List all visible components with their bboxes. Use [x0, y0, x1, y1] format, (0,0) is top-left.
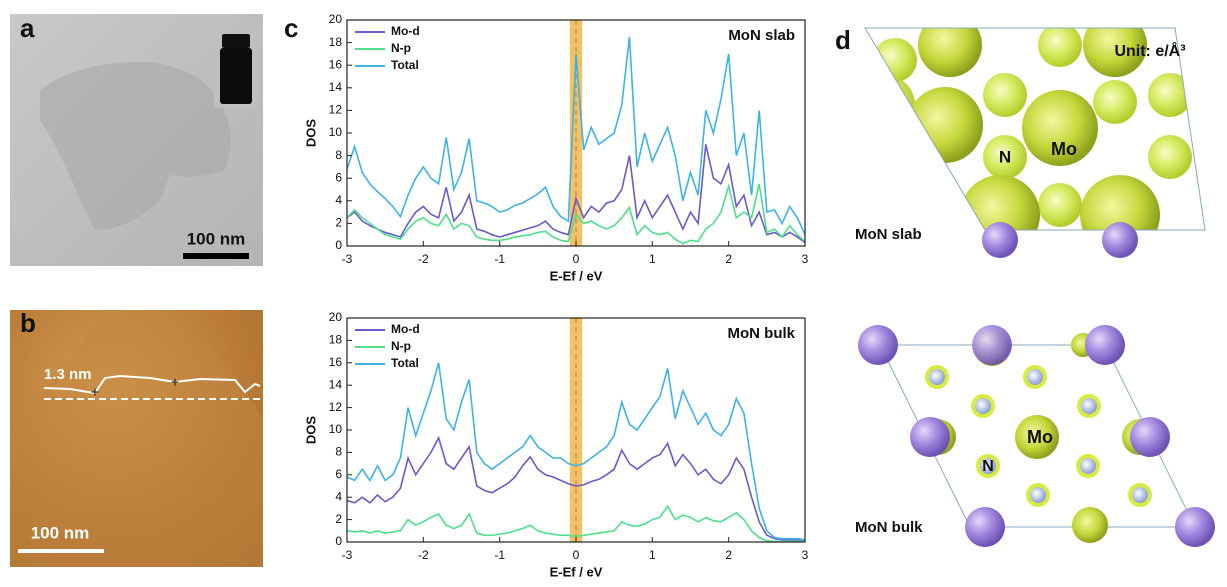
scale-bar-label: 100 nm [31, 523, 90, 542]
y-tick-label: 14 [329, 377, 343, 391]
x-tick-label: 3 [802, 548, 809, 562]
y-tick-label: 8 [335, 148, 342, 162]
atom [1102, 222, 1138, 258]
y-tick-label: 0 [335, 238, 342, 252]
y-tick-label: 20 [329, 12, 343, 26]
unit-label: Unit: e/Å³ [1114, 41, 1185, 60]
chart-annotation: MoN bulk [728, 325, 796, 342]
atom-label: N [982, 458, 994, 475]
panel-label: a [20, 13, 35, 43]
x-tick-label: -2 [418, 252, 429, 266]
y-tick-label: 4 [335, 489, 342, 503]
chart-annotation: MoN slab [728, 27, 795, 44]
x-tick-label: 2 [725, 548, 732, 562]
x-tick-label: -1 [494, 252, 505, 266]
x-tick-label: -2 [418, 548, 429, 562]
x-tick-label: 0 [573, 252, 580, 266]
y-tick-label: 12 [329, 400, 343, 414]
x-tick-label: -3 [342, 252, 353, 266]
x-tick-label: 1 [649, 548, 656, 562]
marker: + [91, 384, 99, 400]
panel-label: d [835, 25, 851, 55]
marker: + [171, 374, 179, 390]
x-tick-label: 2 [725, 252, 732, 266]
caption: MoN bulk [855, 519, 923, 536]
panel-a: a 100 nm [10, 13, 263, 266]
caption: MoN slab [855, 226, 922, 243]
y-tick-label: 18 [329, 35, 343, 49]
y-tick-label: 6 [335, 467, 342, 481]
y-axis-label: DOS [303, 119, 318, 148]
legend-label: Total [391, 58, 419, 72]
y-tick-label: 4 [335, 193, 342, 207]
y-tick-label: 16 [329, 355, 343, 369]
scale-bar [18, 549, 104, 553]
y-tick-label: 10 [329, 125, 343, 139]
panel-b: + + b 1.3 nm 100 nm [10, 308, 263, 567]
vial [220, 48, 252, 104]
x-tick-label: -3 [342, 548, 353, 562]
scale-bar [183, 253, 249, 259]
height-label: 1.3 nm [44, 366, 92, 383]
scale-bar-label: 100 nm [187, 229, 246, 248]
x-axis-label: E-Ef / eV [550, 268, 603, 283]
x-tick-label: 3 [802, 252, 809, 266]
y-tick-label: 12 [329, 103, 343, 117]
y-tick-label: 18 [329, 333, 343, 347]
panel-label: b [20, 308, 36, 338]
atom-label: N [999, 147, 1011, 166]
x-tick-label: -1 [494, 548, 505, 562]
vial-cap [222, 34, 250, 48]
y-tick-label: 16 [329, 57, 343, 71]
legend-label: N-p [391, 339, 411, 353]
y-tick-label: 20 [329, 310, 343, 324]
y-tick-label: 2 [335, 216, 342, 230]
atom [982, 222, 1018, 258]
y-tick-label: 2 [335, 512, 342, 526]
y-tick-label: 6 [335, 170, 342, 184]
y-tick-label: 10 [329, 422, 343, 436]
atom-label: Mo [1051, 139, 1077, 159]
x-axis-label: E-Ef / eV [550, 564, 603, 579]
y-tick-label: 0 [335, 534, 342, 548]
x-tick-label: 0 [573, 548, 580, 562]
legend-label: Mo-d [391, 24, 420, 38]
atom-label: Mo [1027, 427, 1053, 447]
panel-label: c [284, 13, 298, 43]
panel-d-bulk: Mo N MoN bulk [855, 325, 1215, 547]
x-tick-label: 1 [649, 252, 656, 266]
figure: a 100 nm + + b 1.3 nm 100 nm c [0, 0, 1227, 587]
y-tick-label: 14 [329, 80, 343, 94]
y-tick-label: 8 [335, 445, 342, 459]
panel-d-slab: d Unit: e/Å³ Mo N MoN slab [835, 13, 1205, 263]
legend-label: Total [391, 356, 419, 370]
legend-label: Mo-d [391, 322, 420, 336]
y-axis-label: DOS [303, 416, 318, 445]
legend-label: N-p [391, 41, 411, 55]
